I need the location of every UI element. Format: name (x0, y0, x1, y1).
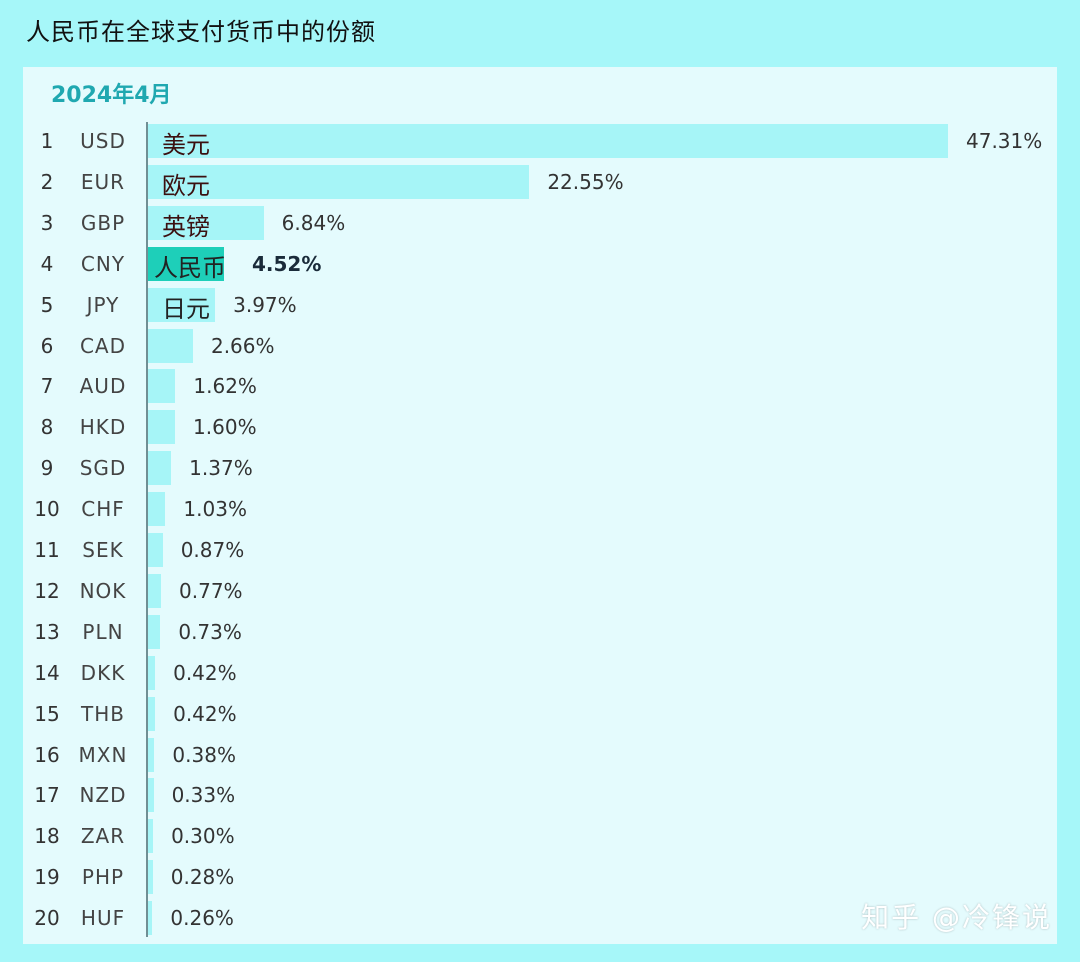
value-label: 3.97% (233, 292, 297, 317)
value-label: 0.30% (171, 824, 235, 849)
rank-label: 14 (34, 660, 60, 685)
currency-code-label: USD (80, 129, 126, 153)
currency-code-label: NZD (79, 783, 127, 808)
currency-code-label: MXN (78, 742, 128, 767)
rank-label: 10 (34, 497, 60, 522)
bar-gbp (148, 205, 264, 240)
value-label: 1.03% (183, 497, 247, 522)
rank-label: 20 (34, 906, 60, 931)
currency-code-label: JPY (86, 292, 120, 317)
bar-name-label: 人民币 (154, 253, 226, 282)
bar-php (148, 860, 153, 895)
rank-label: 5 (40, 292, 54, 317)
currency-code-label: CHF (81, 497, 125, 522)
bar-sek (148, 533, 163, 567)
rank-label: 3 (40, 210, 54, 235)
chart-title: 2024年4月 (51, 83, 172, 108)
bar-eur (148, 164, 530, 199)
value-label: 6.84% (281, 210, 346, 235)
value-label: 2.66% (210, 333, 275, 358)
value-label: 1.37% (189, 456, 253, 481)
currency-code-label: CAD (79, 333, 127, 358)
rank-label: 4 (40, 251, 54, 276)
value-label: 0.77% (179, 578, 243, 603)
currency-code-label: SEK (82, 538, 124, 562)
bar-nzd (148, 778, 154, 813)
rank-label: 15 (34, 701, 60, 726)
value-label: 4.52% (252, 251, 322, 276)
bar-cad (148, 328, 193, 363)
value-label: 22.55% (547, 169, 624, 194)
rank-label: 17 (34, 783, 60, 808)
rank-label: 19 (34, 865, 60, 890)
bar-name-label: 英镑 (162, 212, 210, 241)
rank-label: 11 (34, 538, 60, 562)
currency-code-label: CNY (80, 251, 126, 276)
currency-code-label: ZAR (80, 824, 126, 849)
bar-huf (148, 901, 153, 936)
currency-code-label: AUD (79, 374, 127, 399)
watermark: 知乎 @冷锋说 (861, 901, 1052, 934)
bar-thb (148, 696, 156, 731)
rank-label: 8 (40, 415, 54, 440)
bar-cny (148, 246, 225, 281)
rank-label: 12 (34, 578, 60, 603)
rank-label: 6 (40, 333, 54, 358)
chart-panel: 2024年4月 1 USD 美元 47.31% 2 EUR 欧元 22.55% 3 GBP 英镑 6.… (23, 67, 1057, 944)
page-title: 人民币在全球支付货币中的份额 (26, 18, 376, 46)
currency-code-label: PLN (82, 619, 124, 644)
currency-code-label: HUF (80, 906, 126, 931)
bar-chf (148, 492, 166, 527)
value-label: 0.87% (180, 538, 245, 562)
value-label: 1.62% (193, 374, 257, 399)
bar-pln (148, 614, 161, 649)
bar-aud (148, 369, 176, 404)
value-label: 0.28% (170, 865, 235, 890)
value-label: 47.31% (966, 129, 1043, 153)
bar-name-label: 欧元 (162, 171, 210, 200)
bar-jpy (148, 287, 216, 322)
rank-label: 13 (34, 619, 60, 644)
currency-code-label: EUR (80, 169, 126, 194)
rank-label: 18 (34, 824, 60, 849)
bar-usd (148, 124, 948, 158)
axis-line (146, 122, 148, 937)
value-label: 0.38% (172, 742, 236, 767)
bar-hkd (148, 410, 176, 445)
bar-dkk (148, 655, 156, 690)
currency-code-label: HKD (79, 415, 127, 440)
rank-label: 9 (40, 456, 54, 481)
rank-label: 2 (40, 169, 54, 194)
value-label: 0.42% (173, 701, 237, 726)
rank-label: 7 (40, 374, 54, 399)
bar-name-label: 美元 (162, 131, 210, 159)
currency-code-label: THB (81, 701, 125, 726)
value-label: 0.42% (173, 660, 237, 685)
currency-code-label: DKK (80, 660, 126, 685)
currency-code-label: GBP (80, 210, 126, 235)
value-label: 0.73% (178, 619, 242, 644)
currency-code-label: PHP (81, 865, 125, 890)
bar-mxn (148, 737, 155, 772)
rank-label: 1 (40, 129, 54, 153)
value-label: 0.33% (171, 783, 236, 808)
value-label: 0.26% (170, 906, 234, 931)
bar-zar (148, 819, 154, 854)
bar-nok (148, 573, 162, 608)
currency-code-label: NOK (79, 578, 127, 603)
bar-sgd (148, 451, 172, 486)
rank-label: 16 (34, 742, 60, 767)
currency-code-label: SGD (79, 456, 127, 481)
value-label: 1.60% (193, 415, 257, 440)
bar-name-label: 日元 (162, 294, 210, 323)
